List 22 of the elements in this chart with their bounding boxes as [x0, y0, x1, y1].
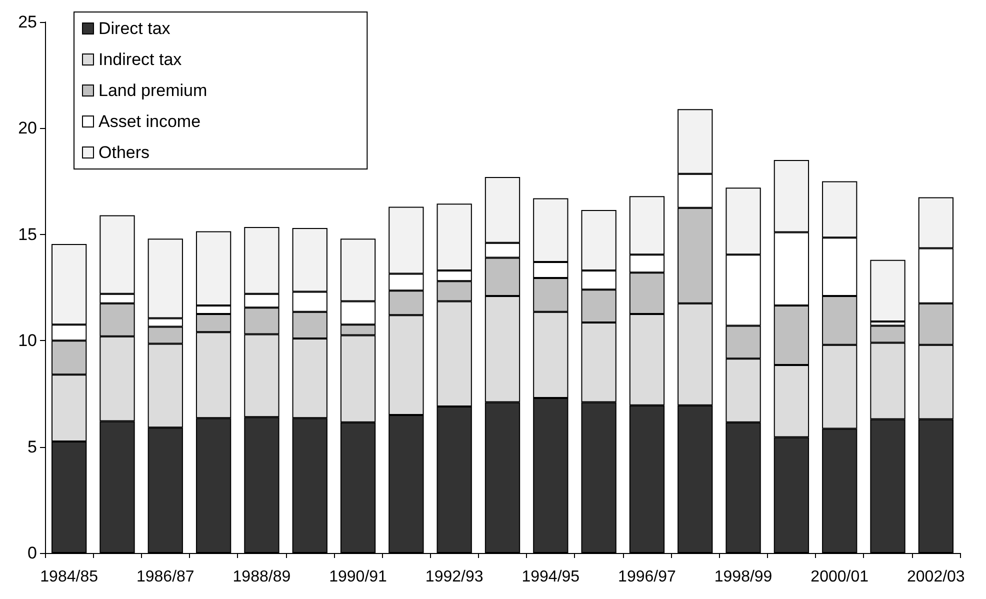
- x-tick-label: 1990/91: [329, 568, 388, 586]
- bar: [870, 260, 906, 322]
- x-tick-label: 1994/95: [522, 568, 580, 586]
- legend-label: Asset income: [98, 112, 201, 131]
- legend-label: Others: [98, 143, 150, 162]
- x-tick-label: 1986/87: [136, 568, 194, 586]
- x-tick-label: 1998/99: [714, 568, 772, 586]
- x-tick-label: 2000/01: [810, 568, 869, 586]
- legend-label: Direct tax: [98, 19, 171, 38]
- y-tick-label: 10: [18, 331, 37, 350]
- x-tick-label: 1996/97: [618, 568, 676, 586]
- x-tick-label: 1988/89: [232, 568, 291, 586]
- legend-label: Indirect tax: [98, 50, 182, 69]
- y-tick-label: 5: [28, 437, 37, 456]
- y-tick-label: 20: [18, 118, 37, 138]
- x-tick-label: 1984/85: [40, 568, 98, 586]
- y-tick-label: 15: [18, 224, 37, 244]
- y-tick-label: 0: [28, 544, 37, 562]
- legend-label: Land premium: [98, 81, 208, 100]
- x-tick-label: 2002/03: [907, 568, 965, 586]
- y-tick-label: 25: [18, 12, 37, 32]
- x-tick-label: 1992/93: [425, 568, 484, 586]
